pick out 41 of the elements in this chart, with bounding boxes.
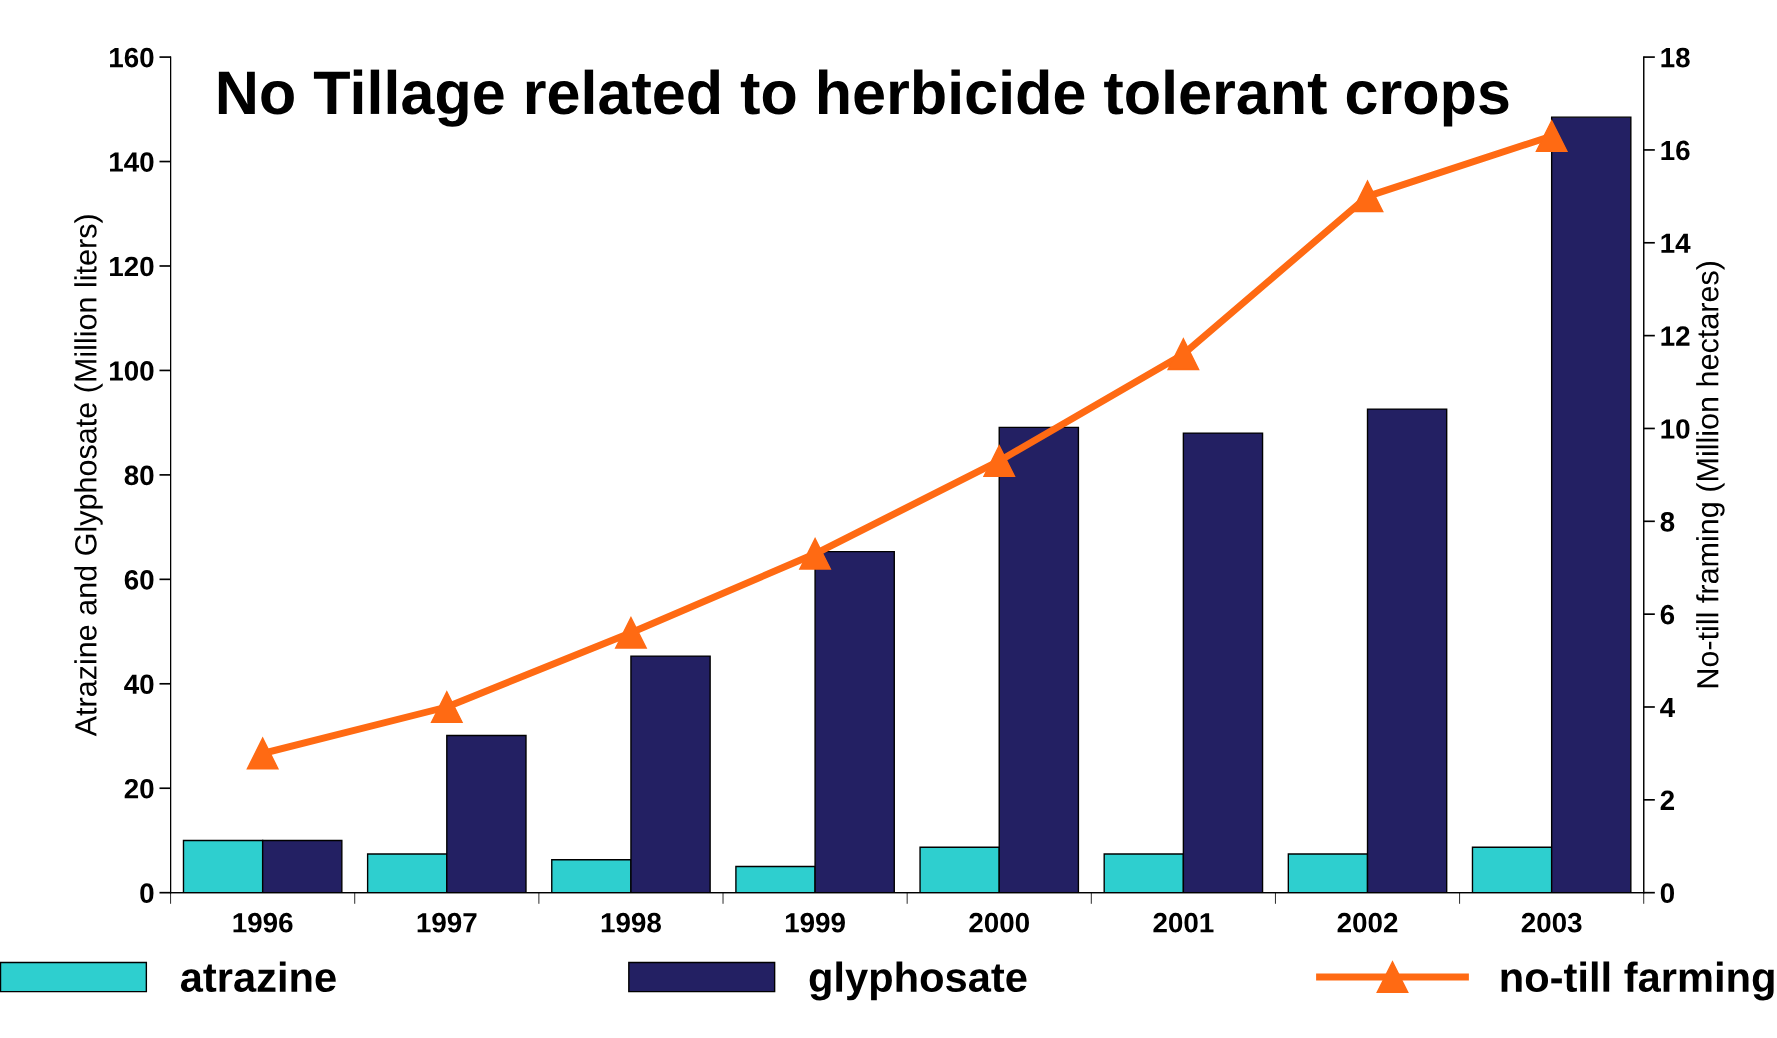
- y2-tick-label: 12: [1661, 326, 1690, 346]
- x-tick-label: 2003: [1521, 912, 1582, 933]
- x-tick-label: 2001: [1153, 912, 1214, 933]
- legend-label: glyphosate: [809, 961, 1027, 1001]
- y-tick-label: 140: [110, 152, 154, 172]
- y-tick-label: 60: [124, 570, 154, 590]
- point: [430, 691, 463, 723]
- point: [614, 616, 647, 649]
- x-tick-label: 1998: [601, 912, 661, 933]
- y2-tick-label: 0: [1660, 883, 1675, 904]
- point: [1351, 180, 1384, 213]
- y-tick-label: 0: [140, 883, 154, 904]
- y-tick-label: 100: [110, 361, 154, 381]
- x-tick-label: 1999: [785, 912, 845, 933]
- point: [246, 737, 279, 770]
- point: [983, 444, 1016, 477]
- y2-tick-label: 4: [1660, 697, 1675, 718]
- x-tick-label: 1996: [233, 912, 293, 933]
- y2-tick-label: 10: [1661, 419, 1690, 439]
- y2-tick-label: 8: [1660, 511, 1675, 532]
- point: [1167, 338, 1200, 371]
- legend-label: atrazine: [180, 961, 336, 993]
- y2-tick-label: 16: [1661, 140, 1690, 161]
- y2-tick-label: 18: [1661, 47, 1690, 68]
- point: [1535, 120, 1568, 152]
- x-tick-label: 2000: [969, 912, 1029, 933]
- x-tick-label: 1997: [417, 912, 477, 933]
- y-tick-label: 160: [110, 47, 154, 68]
- chart-title: No Tillage related to herbicide tolerant crops: [218, 69, 1509, 127]
- y-tick-label: 80: [124, 465, 154, 486]
- y2-tick-label: 2: [1660, 790, 1675, 810]
- y2-axis-title: No-till framing (Million hectares): [1696, 261, 1725, 688]
- point: [799, 537, 832, 570]
- y-tick-label: 40: [124, 674, 154, 695]
- x-tick-label: 2002: [1337, 912, 1398, 933]
- y-tick-label: 120: [110, 256, 154, 277]
- y-tick-label: 20: [124, 778, 154, 799]
- y2-tick-label: 6: [1660, 604, 1675, 625]
- legend-label: no-till farming: [1501, 961, 1774, 1001]
- y2-tick-label: 14: [1661, 233, 1691, 253]
- y-axis-title: Atrazine and Glyphosate (Million liters): [74, 215, 103, 737]
